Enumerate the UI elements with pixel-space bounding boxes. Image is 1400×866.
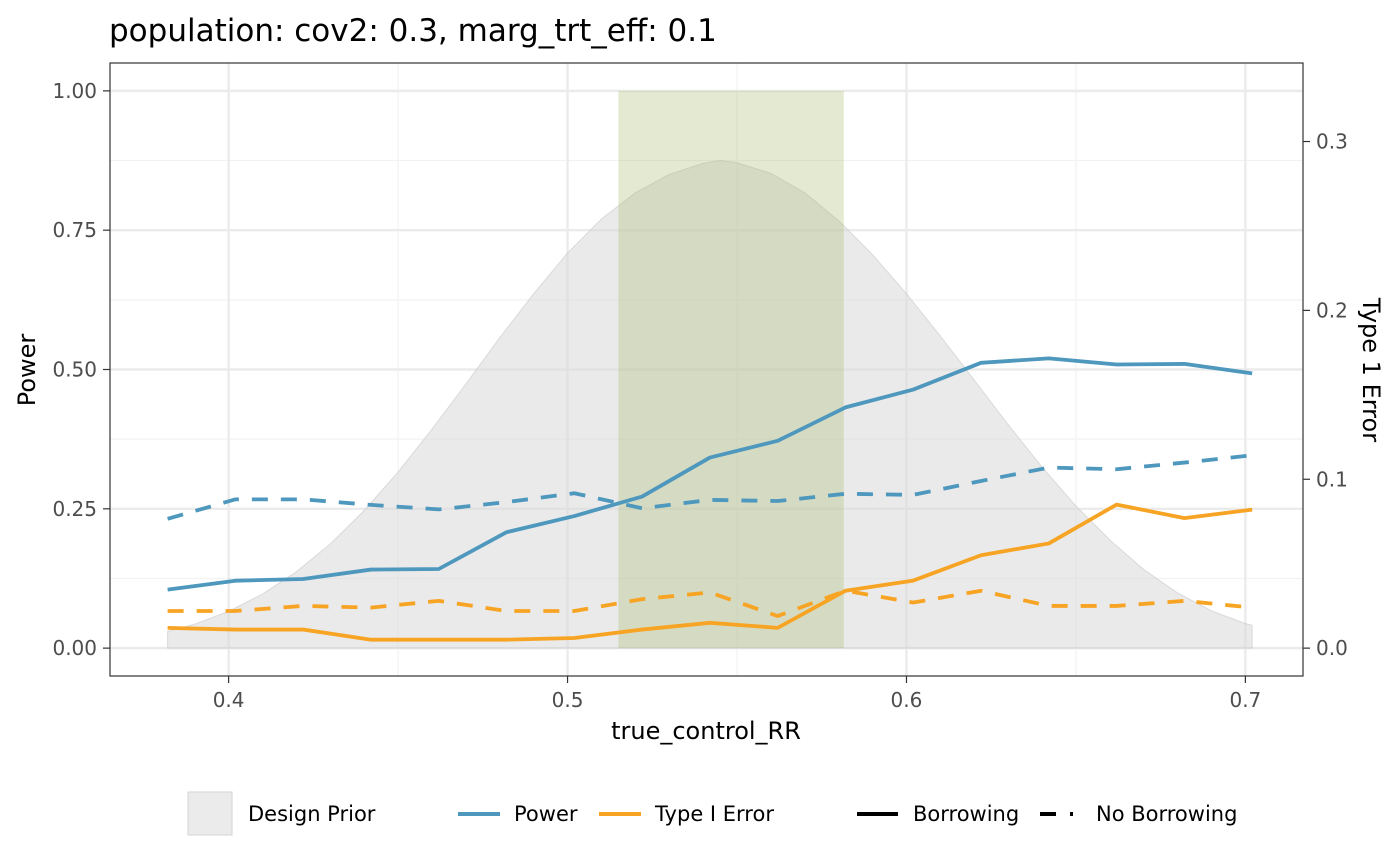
series-line-type-i-error-borrowing [167, 502, 1253, 642]
plot-area [110, 63, 1303, 676]
legend: Design Prior Power Type I Error Borrowin… [187, 791, 1237, 836]
legend-label-type-i-error: Type I Error [654, 802, 774, 826]
legend-label-borrowing: Borrowing [913, 802, 1019, 826]
series-line-power-no-borrowing [167, 453, 1253, 521]
y-right-tick-label: 0.0 [1316, 636, 1348, 660]
legend-key-design-prior [187, 791, 233, 836]
legend-label-design-prior: Design Prior [248, 802, 376, 826]
chart-title: population: cov2: 0.3, marg_trt_eff: 0.1 [109, 13, 717, 49]
y-right-tick-label: 0.2 [1316, 298, 1348, 322]
legend-label-power: Power [514, 802, 578, 826]
y-right-tick-label: 0.3 [1316, 130, 1348, 154]
y-right-tick-label: 0.1 [1316, 467, 1348, 491]
x-tick-label: 0.5 [552, 688, 584, 712]
y-tick-label: 1.00 [52, 79, 97, 103]
y-right-axis-title: Type 1 Error [1357, 297, 1385, 442]
y-axis-title: Power [13, 334, 41, 407]
design-prior-area [167, 160, 1253, 649]
x-tick-label: 0.7 [1229, 688, 1261, 712]
y-tick-label: 0.75 [52, 218, 97, 242]
series-line-type-i-error-no-borrowing [167, 588, 1253, 618]
y-tick-label: 0.00 [52, 636, 97, 660]
y-tick-label: 0.25 [52, 497, 97, 521]
shaded-interval [618, 90, 844, 649]
legend-label-no-borrowing: No Borrowing [1096, 802, 1237, 826]
x-tick-label: 0.6 [891, 688, 923, 712]
y-tick-label: 0.50 [52, 358, 97, 382]
series-line-power-borrowing [167, 356, 1253, 592]
x-axis-title: true_control_RR [611, 717, 801, 745]
x-tick-label: 0.4 [213, 688, 245, 712]
axes: 0.4 0.5 0.6 0.7 0.00 0.25 0.50 0.75 1.00 0.0 0.1 0.… [52, 62, 1348, 712]
